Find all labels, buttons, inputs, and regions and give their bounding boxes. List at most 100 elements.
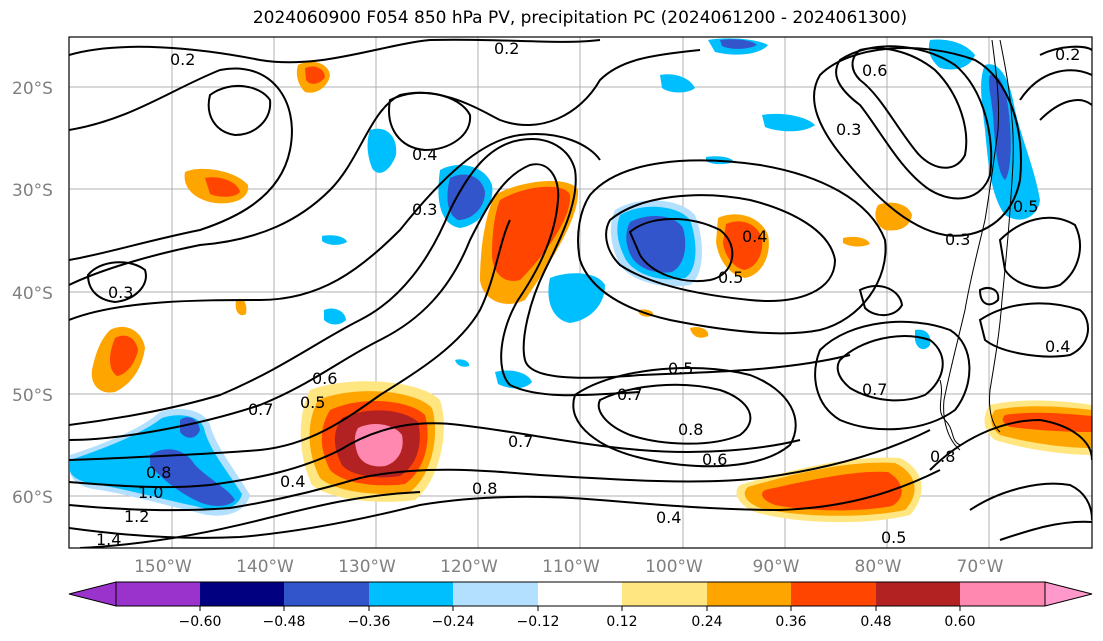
contour-label: 0.5 (668, 359, 693, 378)
contour-label: 0.4 (412, 145, 437, 164)
contour-line (69, 138, 851, 426)
colorbar-tick-label: −0.36 (348, 614, 391, 630)
precip-blob (455, 359, 470, 367)
contour-line (207, 84, 272, 137)
longitude-label: 70°W (957, 557, 1004, 577)
contour-line (86, 261, 147, 304)
precip-blob (150, 449, 235, 506)
contour-line (388, 91, 472, 152)
contour-line (69, 469, 941, 539)
precip-blob (762, 113, 815, 132)
colorbar-segment (284, 582, 369, 606)
contour-line (978, 287, 1000, 306)
precip-blob (109, 335, 138, 376)
contour-label: 0.8 (678, 420, 703, 439)
contour-line (69, 163, 641, 441)
colorbar-tick-label: 0.12 (606, 614, 637, 630)
contour-label: 0.7 (508, 432, 533, 451)
contour-line (835, 45, 993, 200)
longitude-label: 140°W (236, 557, 294, 577)
contour-line (69, 67, 293, 261)
contour-label: 0.5 (881, 528, 906, 547)
contour-label: 0.4 (656, 508, 681, 527)
contour-label: 0.5 (300, 393, 325, 412)
colorbar-segment (453, 582, 538, 606)
contour-line (628, 218, 734, 282)
latitude-label: 20°S (12, 79, 53, 99)
contour-line (577, 159, 887, 335)
contour-line (836, 335, 944, 402)
colorbar-tick-label: 0.36 (775, 614, 806, 630)
contour-label: 1.2 (124, 507, 149, 526)
longitude-label: 120°W (440, 557, 498, 577)
colorbar-segment (791, 582, 876, 606)
longitude-labels: 150°W 140°W 130°W 120°W 110°W 100°W 90°W… (134, 557, 1004, 577)
contour-line (851, 47, 968, 169)
contour-label: 0.3 (836, 120, 861, 139)
latitude-labels: 20°S 30°S 40°S 50°S 60°S (12, 79, 53, 508)
precip-blob (660, 74, 695, 93)
contour-label: 0.4 (280, 472, 305, 491)
contour-line (69, 422, 801, 489)
contour-label: 0.3 (945, 230, 970, 249)
contour-label: 0.7 (617, 385, 642, 404)
contour-line (813, 47, 1022, 237)
contour-line (1039, 45, 1092, 56)
contour-label: 0.3 (412, 200, 437, 219)
contour-label: 0.4 (1045, 337, 1070, 356)
precip-blob (720, 39, 757, 49)
precip-blob (762, 471, 902, 511)
latitude-label: 30°S (12, 181, 53, 201)
colorbar-tick-label: 0.60 (944, 614, 975, 630)
colorbar-extend-right (1044, 581, 1093, 607)
contour-line (969, 482, 1092, 521)
contour-line (69, 219, 511, 461)
longitude-label: 110°W (542, 557, 600, 577)
colorbar-tick-label: −0.48 (263, 614, 306, 630)
precip-blob (492, 186, 571, 281)
contour-label: 0.3 (108, 283, 133, 302)
contour-label: 0.8 (146, 463, 171, 482)
precip-blob (235, 298, 247, 316)
contour-line (814, 320, 971, 431)
longitude-label: 100°W (645, 557, 703, 577)
contour-label: 0.6 (702, 450, 727, 469)
precip-blob (875, 202, 912, 231)
colorbar-tick-label: 0.24 (691, 614, 722, 630)
contour-line (999, 520, 1092, 541)
contour-line (597, 383, 752, 445)
contour-label: 0.4 (742, 227, 767, 246)
contour-line (1039, 99, 1092, 121)
contour-label: 0.7 (248, 400, 273, 419)
precip-blob (447, 174, 485, 220)
contour-line (69, 133, 601, 321)
colorbar-tick-label: −0.12 (517, 614, 560, 630)
colorbar-segment (876, 582, 960, 606)
colorbar: −0.60 −0.48 −0.36 −0.24 −0.12 0.12 0.24 … (68, 581, 1093, 630)
colorbar-extend-left (68, 581, 117, 607)
contour-label: 0.5 (718, 268, 743, 287)
precip-blob (205, 177, 240, 197)
coastline-path (989, 39, 1014, 433)
contour-line (858, 285, 904, 317)
contour-label: 0.2 (494, 39, 519, 58)
contour-label: 0.8 (930, 447, 955, 466)
coastline-path (939, 379, 961, 446)
contour-line (79, 491, 421, 548)
latitude-label: 50°S (12, 386, 53, 406)
precip-blob (354, 424, 403, 467)
precip-blob (548, 273, 605, 323)
colorbar-tick-label: −0.60 (179, 614, 222, 630)
latitude-label: 40°S (12, 284, 53, 304)
contour-line (605, 194, 837, 302)
precip-blob (305, 66, 325, 84)
contour-label: 0.6 (862, 61, 887, 80)
longitude-label: 90°W (753, 557, 800, 577)
precip-blob (322, 235, 347, 245)
colorbar-segment (622, 582, 707, 606)
contour-label: 0.5 (1013, 197, 1038, 216)
contour-line (978, 302, 1090, 358)
precip-blob (626, 216, 686, 273)
contour-line (1019, 69, 1092, 101)
